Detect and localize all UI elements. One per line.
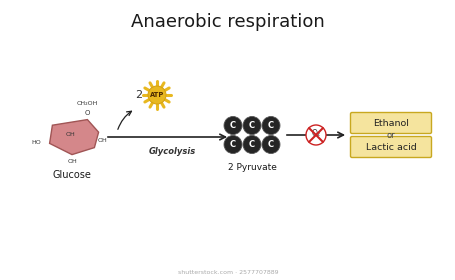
Text: Ethanol: Ethanol: [372, 118, 408, 127]
Text: shutterstock.com · 2577707889: shutterstock.com · 2577707889: [177, 269, 278, 274]
Circle shape: [243, 136, 260, 153]
Text: O: O: [85, 109, 90, 116]
Text: C: C: [248, 121, 254, 130]
Text: OH: OH: [66, 132, 76, 137]
FancyBboxPatch shape: [350, 113, 430, 134]
Polygon shape: [50, 120, 98, 155]
Circle shape: [223, 136, 242, 153]
Text: 2: 2: [135, 90, 142, 100]
Text: CH₂OH: CH₂OH: [76, 101, 98, 106]
Text: OH: OH: [67, 159, 77, 164]
Text: ATP: ATP: [150, 92, 164, 98]
Circle shape: [262, 116, 279, 134]
Text: HO: HO: [31, 139, 41, 144]
Text: Glucose: Glucose: [52, 170, 91, 180]
Text: 2 Pyruvate: 2 Pyruvate: [227, 164, 276, 172]
Text: C: C: [229, 140, 236, 149]
Text: Lactic acid: Lactic acid: [365, 143, 415, 151]
Text: C: C: [268, 140, 273, 149]
Circle shape: [223, 116, 242, 134]
Circle shape: [148, 86, 166, 104]
Text: O₂: O₂: [311, 129, 320, 138]
Text: Glycolysis: Glycolysis: [148, 146, 196, 155]
Text: C: C: [248, 140, 254, 149]
FancyBboxPatch shape: [350, 137, 430, 157]
Circle shape: [243, 116, 260, 134]
Text: OH: OH: [97, 137, 107, 143]
Text: C: C: [229, 121, 236, 130]
Circle shape: [262, 136, 279, 153]
Text: or: or: [386, 130, 394, 139]
Text: C: C: [268, 121, 273, 130]
Circle shape: [305, 125, 325, 145]
Text: Anaerobic respiration: Anaerobic respiration: [131, 13, 324, 31]
